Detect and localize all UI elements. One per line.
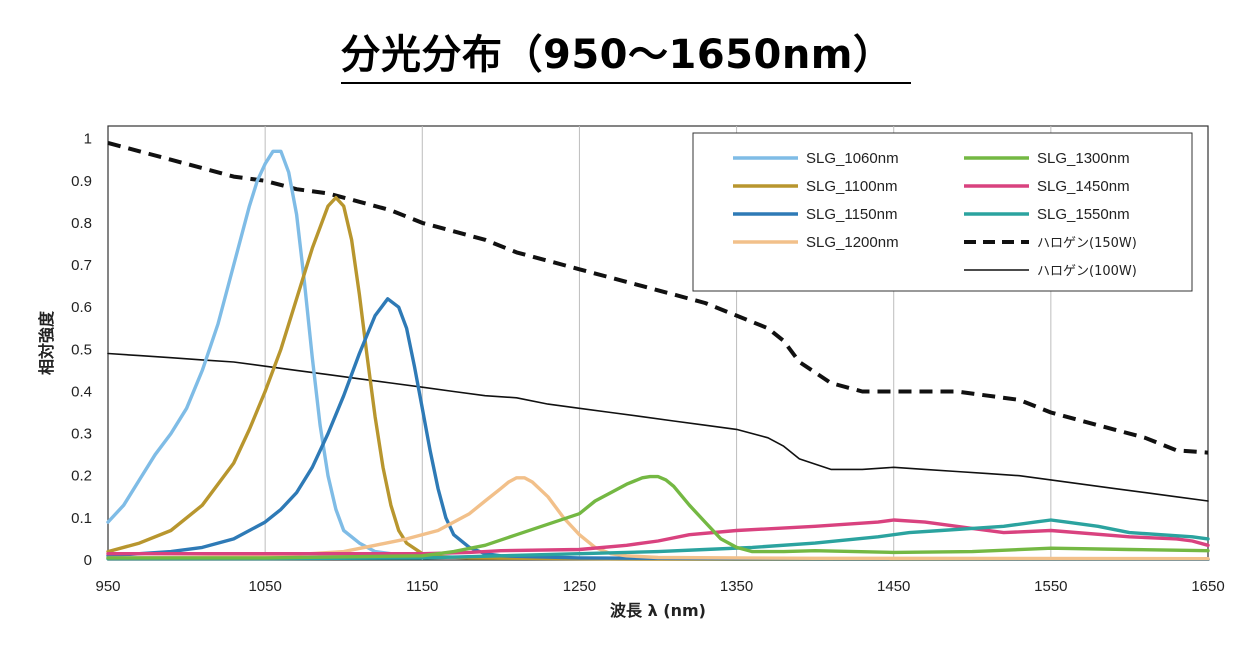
y-axis-ticks: 0 0.1 0.2 0.3 0.4 0.5 0.6 0.7 0.8 0.9 1 — [71, 131, 92, 569]
legend-label-4: SLG_1300nm — [1037, 150, 1130, 167]
y-tick-label: 0.8 — [71, 215, 92, 232]
series-lines — [106, 140, 1210, 561]
x-tick-label: 1350 — [720, 578, 753, 595]
y-tick-label: 0.5 — [71, 341, 92, 358]
y-tick-label: 0.1 — [71, 510, 92, 527]
x-tick-label: 1550 — [1034, 578, 1067, 595]
y-tick-label: 0 — [84, 552, 92, 569]
y-tick-label: 0.9 — [71, 173, 92, 190]
y-tick-label: 0.4 — [71, 383, 92, 400]
y-tick-label: 0.3 — [71, 426, 92, 443]
legend: SLG_1060nm SLG_1100nm SLG_1150nm SLG_1200nm… — [692, 132, 1193, 292]
legend-label-7: ハロゲン(150W) — [1037, 236, 1137, 251]
x-tick-label: 1450 — [877, 578, 910, 595]
series-line-5 — [106, 518, 1210, 556]
x-tick-label: 1050 — [248, 578, 281, 595]
x-tick-label: 1650 — [1191, 578, 1224, 595]
y-tick-label: 0.7 — [71, 257, 92, 274]
x-tick-label: 1250 — [563, 578, 596, 595]
legend-label-0: SLG_1060nm — [806, 150, 899, 167]
y-tick-label: 0.2 — [71, 468, 92, 485]
page-title: 分光分布（950～1650nm） — [340, 22, 912, 84]
x-axis-ticks: 950 1050 1150 1250 1350 1450 1550 1650 — [95, 578, 1224, 595]
y-tick-label: 1 — [84, 131, 92, 148]
legend-label-6: SLG_1550nm — [1037, 206, 1130, 223]
series-line-8 — [107, 352, 1209, 502]
legend-label-1: SLG_1100nm — [806, 178, 897, 195]
x-tick-label: 1150 — [406, 578, 438, 595]
y-axis-label: 相対強度 — [37, 310, 56, 375]
x-tick-label: 950 — [95, 578, 120, 595]
x-axis-label: 波長 λ (nm) — [610, 601, 706, 620]
series-line-6 — [106, 518, 1210, 561]
legend-label-5: SLG_1450nm — [1037, 178, 1130, 195]
series-line-4 — [106, 474, 1210, 560]
series-line-7 — [107, 140, 1209, 455]
legend-label-3: SLG_1200nm — [806, 234, 899, 251]
legend-label-8: ハロゲン(100W) — [1037, 264, 1137, 279]
y-tick-label: 0.6 — [71, 299, 92, 316]
legend-label-2: SLG_1150nm — [806, 206, 897, 223]
